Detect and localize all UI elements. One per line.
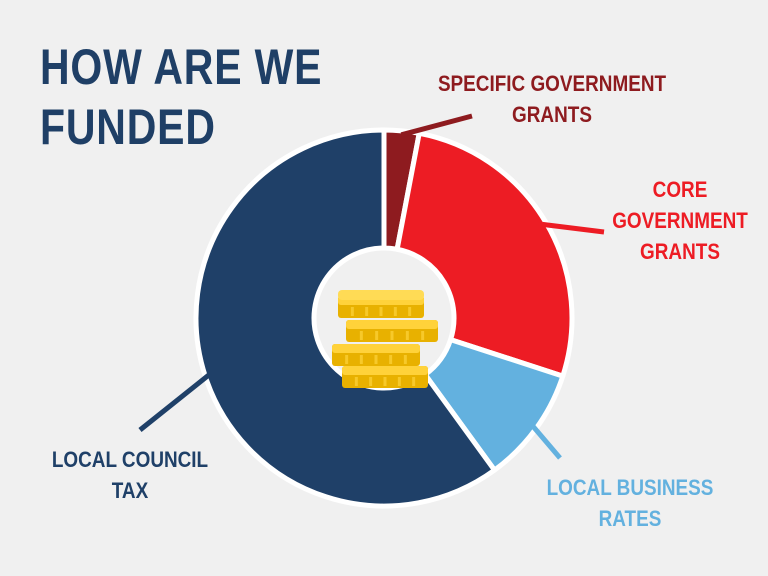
leader-line-specific-government-grants [400,113,473,138]
slice-core-government-grants [394,130,575,379]
leader-line-local-council-tax [138,372,211,432]
leader-line-local-business-rates [530,424,562,460]
slice-local-council-tax [193,127,498,509]
slice-label-core-government-grants: CORE GOVERNMENT GRANTS [612,177,748,264]
leader-line-core-government-grants [542,221,605,235]
slice-label-specific-government-grants: SPECIFIC GOVERNMENT GRANTS [437,71,667,127]
coin-stack-icon [332,290,438,388]
slice-label-local-business-rates: LOCAL BUSINESS RATES [546,475,714,531]
chart-title-line-1: HOW ARE WE [40,39,323,95]
slice-label-local-council-tax: LOCAL COUNCIL TAX [51,447,209,503]
chart-title-line-2: FUNDED [40,99,216,155]
